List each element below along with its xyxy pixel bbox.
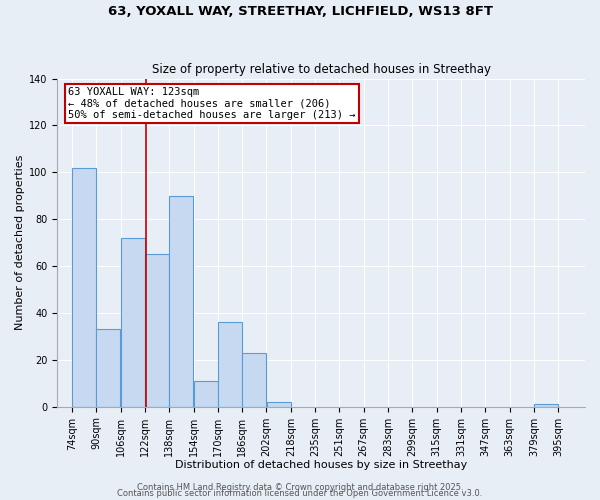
Bar xyxy=(121,238,145,406)
Text: 63 YOXALL WAY: 123sqm
← 48% of detached houses are smaller (206)
50% of semi-det: 63 YOXALL WAY: 123sqm ← 48% of detached … xyxy=(68,87,355,120)
Bar xyxy=(534,404,558,406)
Y-axis label: Number of detached properties: Number of detached properties xyxy=(15,155,25,330)
X-axis label: Distribution of detached houses by size in Streethay: Distribution of detached houses by size … xyxy=(175,460,467,470)
Text: 63, YOXALL WAY, STREETHAY, LICHFIELD, WS13 8FT: 63, YOXALL WAY, STREETHAY, LICHFIELD, WS… xyxy=(107,5,493,18)
Bar xyxy=(97,330,121,406)
Bar xyxy=(218,322,242,406)
Bar xyxy=(242,353,266,406)
Text: Contains public sector information licensed under the Open Government Licence v3: Contains public sector information licen… xyxy=(118,490,482,498)
Bar xyxy=(194,381,218,406)
Bar xyxy=(72,168,96,406)
Bar xyxy=(266,402,290,406)
Title: Size of property relative to detached houses in Streethay: Size of property relative to detached ho… xyxy=(152,63,491,76)
Bar xyxy=(145,254,169,406)
Bar xyxy=(169,196,193,406)
Text: Contains HM Land Registry data © Crown copyright and database right 2025.: Contains HM Land Registry data © Crown c… xyxy=(137,484,463,492)
